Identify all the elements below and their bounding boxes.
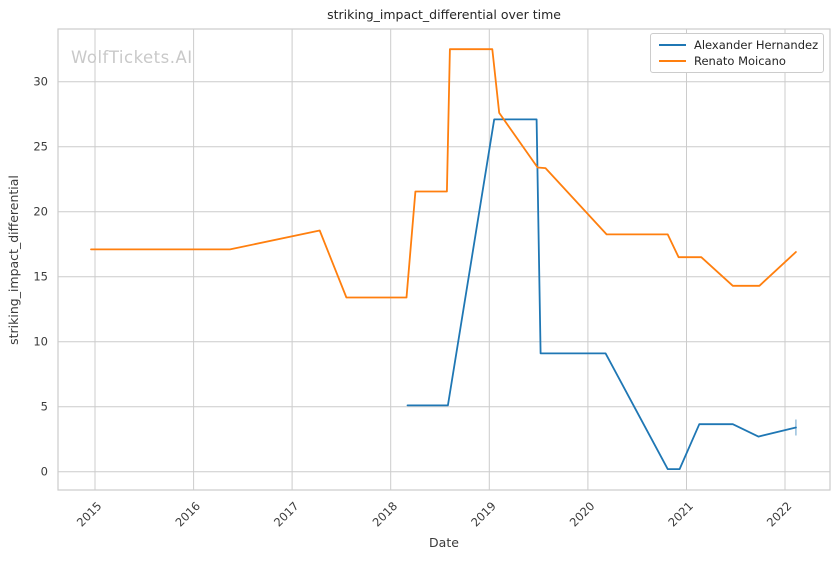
y-tick-label-15: 15 — [33, 270, 48, 284]
x-tick-label-2021: 2021 — [665, 499, 696, 530]
y-tick-label-10: 10 — [33, 335, 48, 349]
x-tick-label-2019: 2019 — [468, 499, 499, 530]
chart-title: striking_impact_differential over time — [327, 7, 561, 22]
legend-line-swatch-blue — [659, 43, 686, 46]
x-tick-label-2015: 2015 — [74, 499, 105, 530]
legend-item: Renato Moicano — [651, 54, 823, 68]
x-tick-label-2020: 2020 — [567, 499, 598, 530]
plot-area — [58, 29, 830, 490]
legend-item-label: Alexander Hernandez — [694, 37, 819, 52]
watermark: WolfTickets.AI — [71, 48, 193, 67]
legend-item-label: Renato Moicano — [694, 54, 786, 69]
x-tick-label-2022: 2022 — [764, 499, 795, 530]
y-tick-label-30: 30 — [33, 75, 48, 89]
y-tick-label-20: 20 — [33, 205, 48, 219]
series-line-renato-moicano — [90, 48, 797, 299]
y-tick-label-25: 25 — [33, 140, 48, 154]
legend-item: Alexander Hernandez — [651, 38, 823, 52]
plot-border — [57, 28, 831, 491]
legend: Alexander Hernandez Renato Moicano — [650, 33, 824, 73]
x-tick-label-2018: 2018 — [370, 499, 401, 530]
x-axis-label: Date — [429, 535, 459, 550]
x-tick-label-2016: 2016 — [172, 499, 203, 530]
y-tick-label-0: 0 — [41, 465, 48, 479]
y-tick-label-5: 5 — [41, 400, 48, 414]
x-tick-label-2017: 2017 — [271, 499, 302, 530]
legend-line-swatch-orange — [659, 60, 686, 63]
y-axis-label: striking_impact_differential — [6, 175, 21, 345]
series-line-alexander-hernandez — [406, 118, 797, 471]
